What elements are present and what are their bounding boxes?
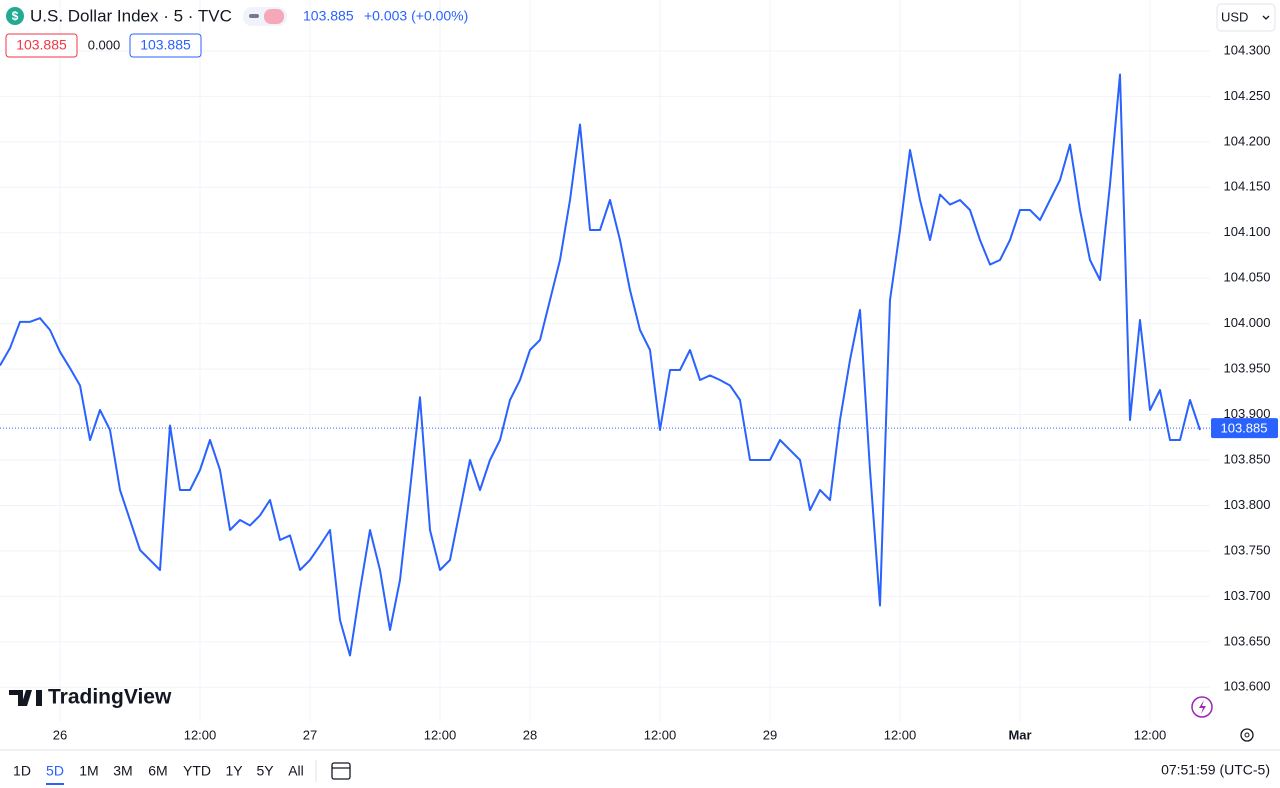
- range-button[interactable]: 5Y: [256, 763, 274, 779]
- range-button[interactable]: 3M: [113, 763, 132, 779]
- range-button[interactable]: 1Y: [225, 763, 243, 779]
- header-change: +0.003 (+0.00%): [364, 8, 468, 24]
- sell-price: 103.885: [16, 37, 67, 53]
- x-tick-label: 12:00: [1134, 727, 1167, 742]
- x-tick-label: Mar: [1008, 727, 1031, 742]
- lightning-bolt: [1199, 700, 1206, 714]
- x-tick-label: 12:00: [424, 727, 457, 742]
- lightning-icon[interactable]: [1191, 696, 1213, 718]
- y-tick-label: 103.750: [1224, 542, 1271, 557]
- logo-text: TradingView: [48, 686, 172, 709]
- x-tick-label: 26: [53, 727, 67, 742]
- symbol-icon-text: $: [12, 9, 19, 23]
- grid: [0, 0, 1210, 722]
- x-tick-label: 27: [303, 727, 317, 742]
- range-button[interactable]: 6M: [148, 763, 167, 779]
- y-tick-label: 104.050: [1224, 270, 1271, 285]
- y-tick-label: 103.900: [1224, 406, 1271, 421]
- x-tick-label: 12:00: [184, 727, 217, 742]
- last-price-box: [1211, 418, 1278, 439]
- buy-box[interactable]: [129, 33, 202, 58]
- status-icon: [249, 14, 259, 18]
- last-price-label: 103.885: [1221, 421, 1268, 436]
- y-tick-label: 104.150: [1224, 179, 1271, 194]
- currency-button[interactable]: [1216, 3, 1276, 32]
- y-tick-label: 103.850: [1224, 451, 1271, 466]
- y-tick-label: 104.200: [1224, 133, 1271, 148]
- price-line: [0, 73, 1201, 657]
- y-tick-label: 104.300: [1224, 42, 1271, 57]
- settings-icon[interactable]: [1240, 728, 1254, 742]
- range-button[interactable]: 1M: [79, 763, 98, 779]
- sell-box[interactable]: [5, 33, 78, 58]
- range-button[interactable]: 1D: [13, 763, 31, 779]
- buy-price: 103.885: [140, 37, 191, 53]
- logo-icon: [9, 690, 42, 706]
- x-tick-label: 12:00: [884, 727, 917, 742]
- x-tick-label: 29: [763, 727, 777, 742]
- y-tick-label: 104.000: [1224, 315, 1271, 330]
- currency-caret: [1262, 15, 1270, 20]
- y-tick-label: 104.250: [1224, 88, 1271, 103]
- spread: 0.000: [88, 37, 121, 52]
- y-tick-label: 103.700: [1224, 588, 1271, 603]
- date-range-icon[interactable]: [331, 762, 351, 780]
- range-button[interactable]: All: [288, 763, 304, 779]
- header-price: 103.885: [303, 8, 354, 24]
- symbol-icon: [6, 7, 24, 25]
- settings-icon-center: [1244, 732, 1250, 738]
- x-tick-label: 12:00: [644, 727, 677, 742]
- currency: USD: [1221, 9, 1248, 24]
- symbol-title[interactable]: U.S. Dollar Index · 5 · TVC: [30, 6, 232, 25]
- y-tick-label: 103.950: [1224, 361, 1271, 376]
- range-button[interactable]: 5D: [46, 763, 64, 779]
- x-tick-label: 28: [523, 727, 537, 742]
- status-icon: [264, 9, 284, 24]
- y-tick-label: 103.800: [1224, 497, 1271, 512]
- y-tick-label: 103.600: [1224, 679, 1271, 694]
- y-tick-label: 103.650: [1224, 633, 1271, 648]
- clock: 07:51:59 (UTC-5): [1161, 762, 1270, 778]
- y-tick-label: 104.100: [1224, 224, 1271, 239]
- range-button[interactable]: YTD: [183, 763, 211, 779]
